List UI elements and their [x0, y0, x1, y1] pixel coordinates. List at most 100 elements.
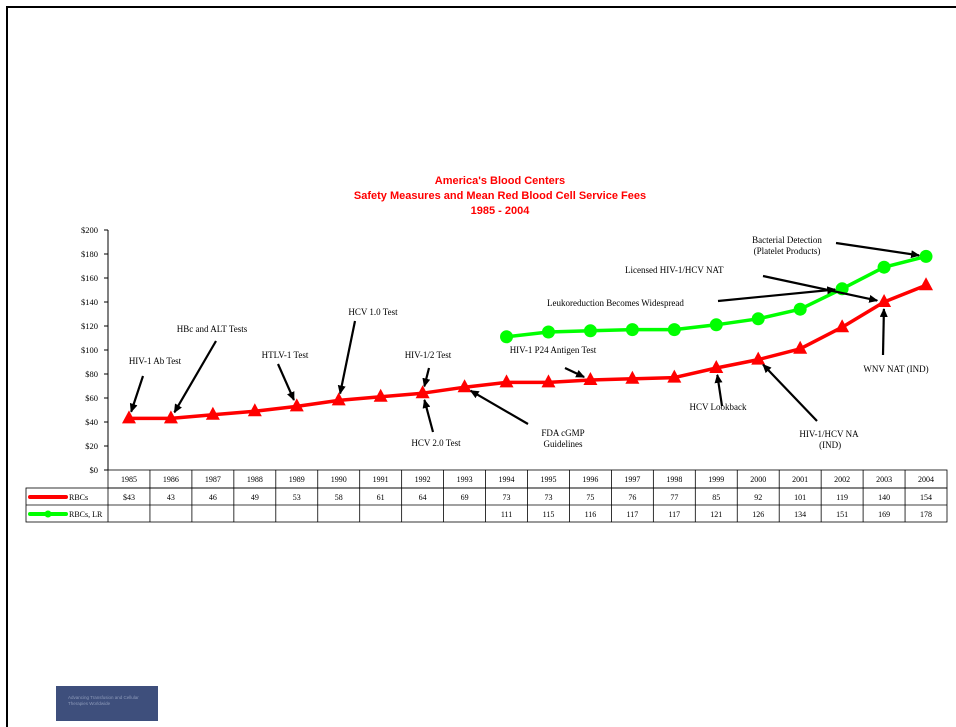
- annotation-label: HCV Lookback: [689, 402, 747, 412]
- x-tick-label: 1993: [457, 475, 473, 484]
- x-tick-label: 1991: [373, 475, 389, 484]
- data-point: [541, 325, 555, 339]
- series-lines: [121, 249, 934, 424]
- data-point: [667, 369, 682, 383]
- table-cell: 76: [628, 493, 636, 502]
- y-tick-label: $200: [81, 225, 98, 235]
- table-cell: 121: [710, 510, 722, 519]
- table-cell: 169: [878, 510, 890, 519]
- table-cell: 77: [670, 493, 678, 502]
- annotation-arrow: [337, 320, 357, 395]
- y-tick-label: $80: [85, 369, 98, 379]
- table-cell: 154: [920, 493, 932, 502]
- table-cell: 85: [712, 493, 720, 502]
- slide-frame: [6, 6, 956, 727]
- data-point: [877, 260, 891, 274]
- data-point: [751, 312, 765, 326]
- data-point: [583, 372, 598, 385]
- table-cell: 69: [461, 493, 469, 502]
- annotation-label: Bacterial Detection (Platelet Products): [752, 235, 822, 256]
- y-tick-label: $100: [81, 345, 98, 355]
- x-tick-label: 1988: [247, 475, 263, 484]
- table-cell: 119: [836, 493, 848, 502]
- data-point: [500, 330, 514, 344]
- annotation-label: HBc and ALT Tests: [177, 324, 248, 334]
- x-tick-label: 2003: [876, 475, 892, 484]
- chart-period: 1985 - 2004: [470, 205, 530, 217]
- annotation-arrow: [129, 375, 145, 413]
- data-point: [583, 324, 597, 338]
- x-tick-label: 2000: [750, 475, 766, 484]
- data-point: [289, 398, 304, 412]
- chart-subtitle: Safety Measures and Mean Red Blood Cell …: [353, 190, 647, 202]
- table-cell: 116: [585, 510, 597, 519]
- data-point: [331, 392, 346, 406]
- annotation-label-line: FDA cGMP: [541, 428, 584, 438]
- data-point: [835, 319, 850, 333]
- annotation-arrow: [717, 286, 837, 303]
- table-cell: 49: [251, 493, 259, 502]
- data-point: [205, 406, 220, 420]
- annotation-arrow: [422, 367, 431, 388]
- x-tick-label: 1989: [289, 475, 305, 484]
- table-cell: 111: [501, 510, 512, 519]
- annotation-arrow: [173, 340, 217, 414]
- table-cell: 43: [167, 493, 175, 502]
- annotation-label-line: (Platelet Products): [754, 246, 821, 256]
- y-tick-label: $0: [90, 465, 99, 475]
- data-point: [751, 351, 766, 365]
- x-tick-label: 1995: [540, 475, 556, 484]
- data-point: [457, 379, 472, 393]
- logo-text: Advancing Transfusion and Cellular Thera…: [68, 695, 139, 706]
- data-point: [709, 360, 724, 373]
- table-cell: $43: [123, 493, 135, 502]
- annotation-label: HCV 2.0 Test: [411, 438, 461, 448]
- annotation-label: HIV-1 Ab Test: [129, 356, 182, 366]
- annotation-arrow: [835, 241, 921, 259]
- table-cell: 61: [377, 493, 385, 502]
- y-tick-label: $160: [81, 273, 98, 283]
- annotation-label: HIV-1/2 Test: [405, 350, 452, 360]
- annotation-arrow: [422, 398, 435, 433]
- logo: Advancing Transfusion and Cellular Thera…: [56, 686, 158, 721]
- table-cell: 178: [920, 510, 932, 519]
- data-point: [709, 318, 723, 332]
- annotation-label-line: (IND): [817, 440, 841, 450]
- data-point: [877, 294, 892, 307]
- y-tick-label: $140: [81, 297, 98, 307]
- data-point: [541, 374, 556, 388]
- x-tick-label: 2002: [834, 475, 850, 484]
- annotation-label: WNV NAT (IND): [863, 364, 928, 374]
- x-tick-label: 1996: [582, 475, 598, 484]
- table-cell: 75: [586, 493, 594, 502]
- annotation-label: Leukoreduction Becomes Widespread: [547, 298, 684, 308]
- data-point: [247, 403, 262, 417]
- table-cell: 117: [668, 510, 680, 519]
- chart-title-block: America's Blood Centers Safety Measures …: [200, 174, 800, 219]
- table-cell: 115: [543, 510, 555, 519]
- data-point: [373, 388, 388, 402]
- axes-and-table: $0 $20 $40 $60 $80 $100 $120 $140 $160 $180 $200 19…: [25, 225, 948, 523]
- legend-marker: [44, 510, 52, 518]
- x-tick-label: 1999: [708, 475, 724, 484]
- annotation-arrow: [762, 274, 879, 303]
- x-tick-label: 1992: [415, 475, 431, 484]
- table-cell: 151: [836, 510, 848, 519]
- table-cell: 46: [209, 493, 217, 502]
- annotation-label: HIV-1/HCV NA (IND): [799, 429, 859, 450]
- data-point: [163, 410, 178, 424]
- annotation-label: HTLV-1 Test: [262, 350, 309, 360]
- data-point: [793, 340, 808, 354]
- annotations: HIV-1 Ab Test HBc and ALT Tests HTLV-1 Tes…: [129, 235, 929, 450]
- x-tick-label: 1994: [499, 475, 515, 484]
- annotation-arrow: [879, 307, 888, 356]
- data-point: [793, 302, 807, 316]
- annotation-label: FDA cGMP Guidelines: [541, 428, 584, 449]
- annotation-label-line: Guidelines: [544, 439, 583, 449]
- annotation-arrow: [564, 367, 585, 379]
- data-point: [919, 249, 933, 263]
- x-tick-label: 2001: [792, 475, 808, 484]
- x-tick-label: 1990: [331, 475, 347, 484]
- table-cell: 134: [794, 510, 806, 519]
